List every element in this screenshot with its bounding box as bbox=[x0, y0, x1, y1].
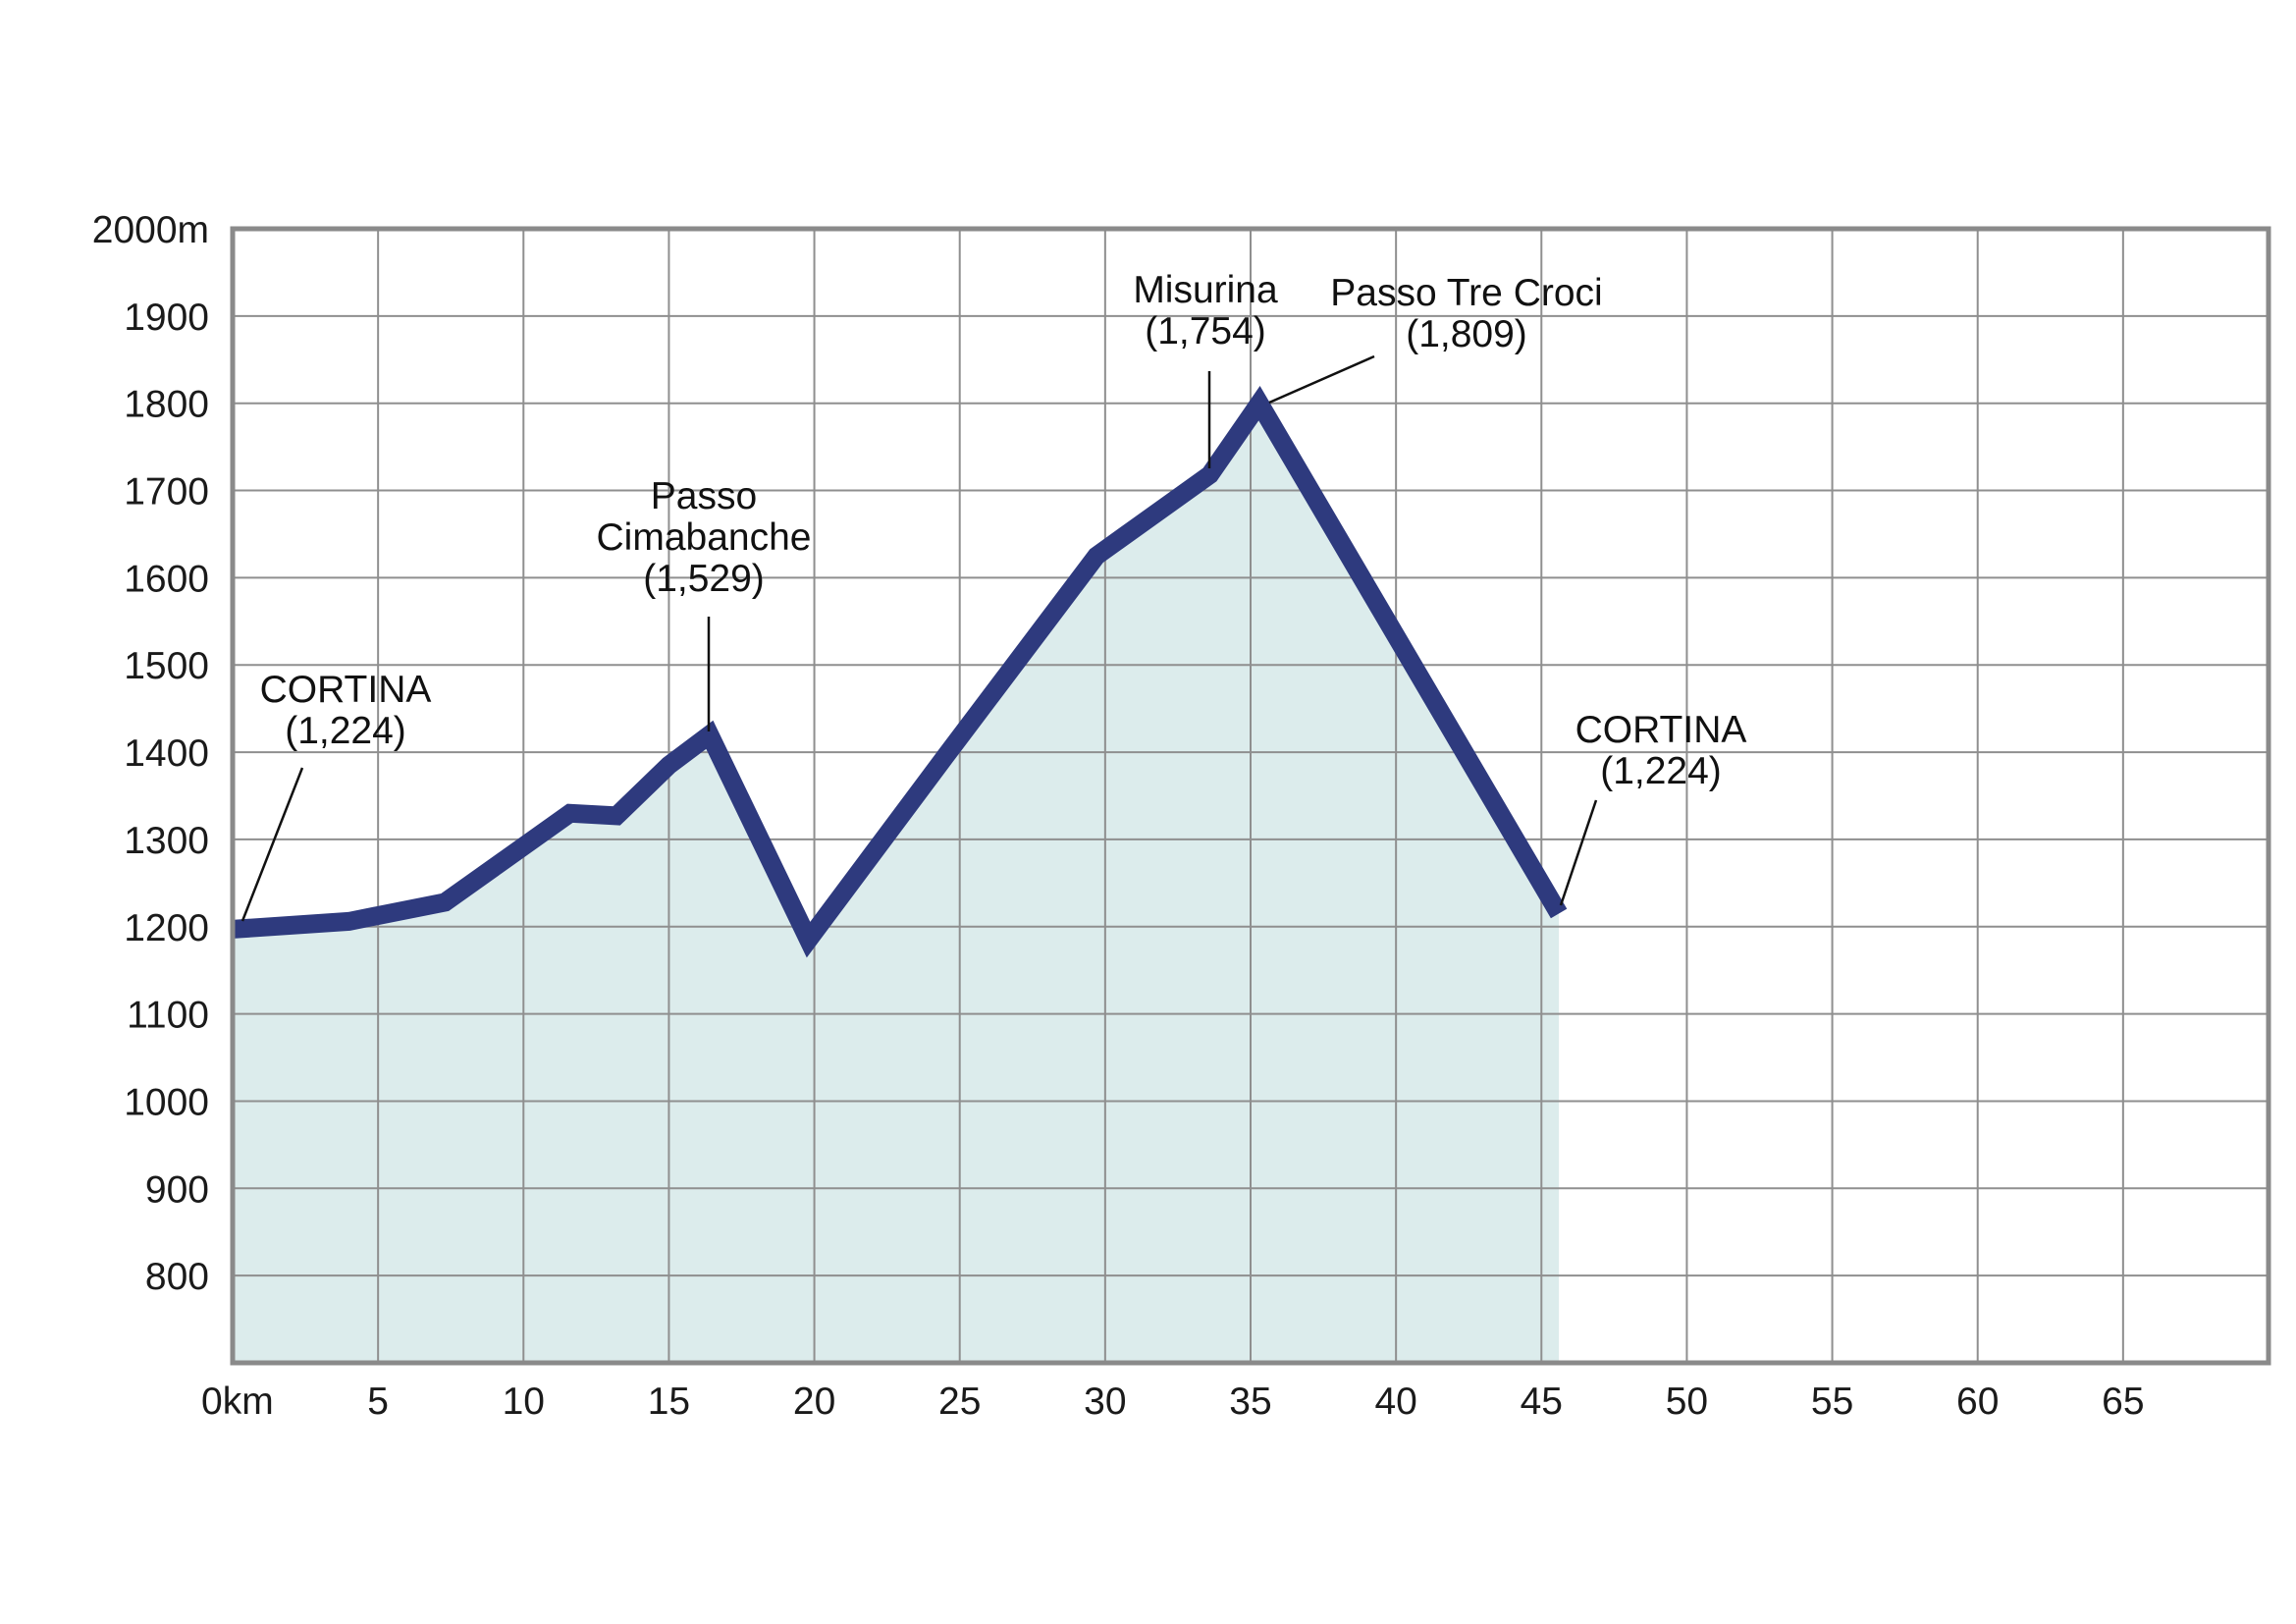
y-tick-label: 1100 bbox=[127, 995, 209, 1037]
x-tick-label: 35 bbox=[1229, 1380, 1271, 1423]
x-tick-label: 40 bbox=[1374, 1380, 1416, 1423]
y-tick-label: 1700 bbox=[124, 471, 209, 514]
y-tick-label: 1400 bbox=[124, 732, 209, 775]
plot-frame bbox=[230, 226, 2271, 1366]
annotation-label: Passo Tre Croci bbox=[1330, 272, 1602, 314]
y-tick-label: 800 bbox=[145, 1256, 209, 1298]
x-tick-label: 10 bbox=[503, 1380, 545, 1423]
annotation-4: CORTINA(1,224) bbox=[1559, 709, 1747, 906]
y-tick-label: 1000 bbox=[124, 1081, 209, 1123]
y-tick-label: 1200 bbox=[124, 907, 209, 949]
y-tick-label: 1900 bbox=[124, 297, 209, 339]
annotation-label: (1,529) bbox=[643, 558, 765, 600]
y-tick-label: 900 bbox=[145, 1168, 209, 1211]
annotations-layer: CORTINA(1,224)PassoCimabanche(1,529)Misu… bbox=[240, 269, 1747, 922]
annotation-0: CORTINA(1,224) bbox=[240, 669, 432, 922]
annotation-2: Misurina(1,754) bbox=[1133, 269, 1278, 468]
x-tick-label: 45 bbox=[1521, 1380, 1563, 1423]
elevation-area-layer bbox=[233, 403, 1560, 1363]
y-tick-label: 1300 bbox=[124, 820, 209, 862]
annotation-label: (1,224) bbox=[1600, 750, 1722, 792]
elevation-line bbox=[232, 386, 1568, 958]
x-tick-label: 30 bbox=[1084, 1380, 1126, 1423]
x-tick-label: 0km bbox=[201, 1380, 274, 1423]
annotation-label: (1,809) bbox=[1406, 313, 1527, 355]
annotation-label: Misurina bbox=[1133, 269, 1278, 311]
x-tick-label: 60 bbox=[1956, 1380, 1999, 1423]
x-tick-label: 55 bbox=[1811, 1380, 1853, 1423]
annotation-label: CORTINA bbox=[260, 669, 432, 711]
x-tick-label: 20 bbox=[793, 1380, 835, 1423]
x-tick-label: 5 bbox=[367, 1380, 389, 1423]
x-tick-label: 15 bbox=[648, 1380, 690, 1423]
y-tick-label: 1600 bbox=[124, 558, 209, 600]
annotation-label: CORTINA bbox=[1575, 709, 1747, 751]
x-tick-label: 65 bbox=[2102, 1380, 2144, 1423]
elevation-line-layer bbox=[232, 386, 1568, 958]
annotation-label: (1,754) bbox=[1145, 310, 1266, 352]
annotation-label: (1,224) bbox=[285, 710, 406, 752]
y-tick-label: 2000m bbox=[92, 209, 209, 251]
annotation-label: Passo bbox=[651, 475, 757, 517]
x-tick-label: 25 bbox=[938, 1380, 981, 1423]
annotation-leader-line bbox=[240, 767, 304, 922]
y-axis-ticks: 2000m 1900 1800 1700 1600 1500 1400 1300 1200 110… bbox=[92, 209, 209, 1298]
y-tick-label: 1800 bbox=[124, 384, 209, 426]
elevation-area bbox=[233, 403, 1560, 1363]
x-tick-label: 50 bbox=[1666, 1380, 1708, 1423]
plot-frame-layer bbox=[230, 226, 2271, 1366]
annotation-leader-line bbox=[1559, 799, 1598, 906]
annotation-3: Passo Tre Croci(1,809) bbox=[1268, 272, 1603, 405]
y-tick-label: 1500 bbox=[124, 645, 209, 687]
annotation-label: Cimabanche bbox=[597, 516, 812, 559]
x-axis-ticks: 0km 5 10 15 20 25 30 35 40 45 50 55 60 65 bbox=[201, 1380, 2145, 1423]
annotation-leader-line bbox=[1268, 354, 1375, 405]
